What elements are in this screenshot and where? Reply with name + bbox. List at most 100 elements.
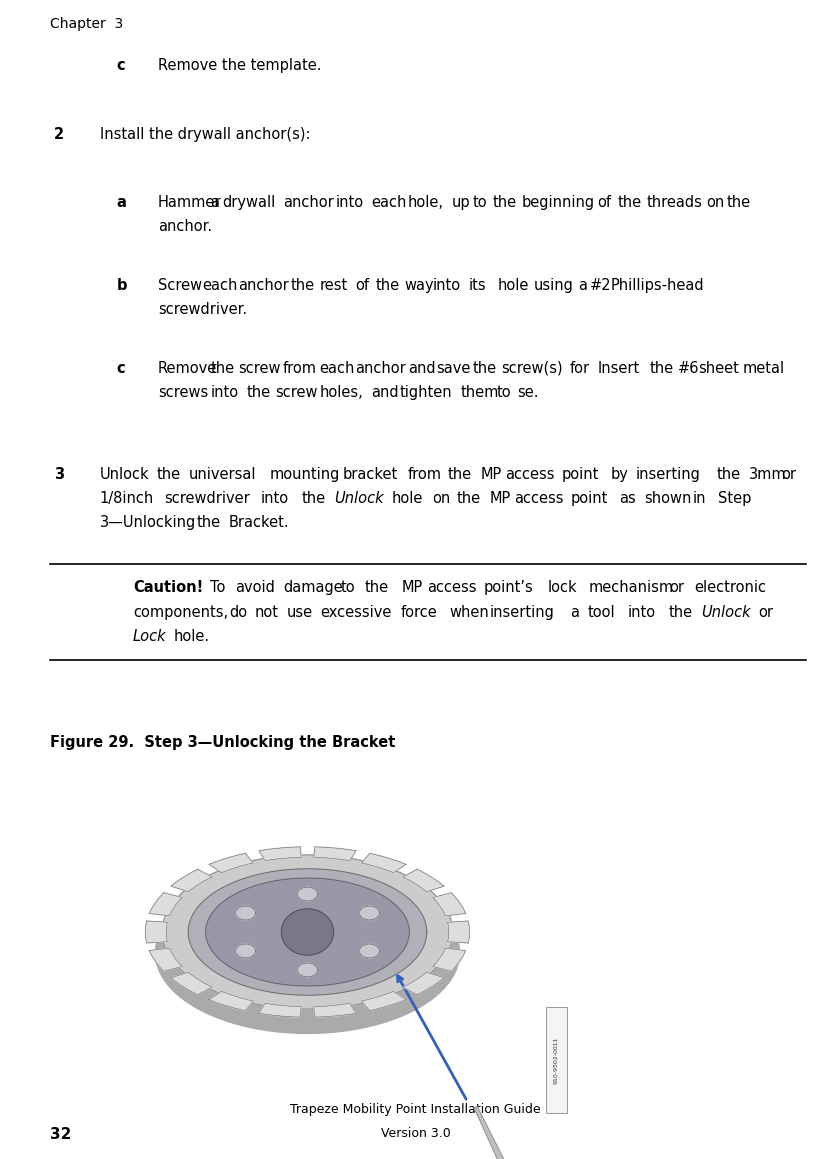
- Text: hole: hole: [497, 278, 529, 292]
- Text: Install the drywall anchor(s):: Install the drywall anchor(s):: [100, 127, 310, 143]
- Text: the: the: [376, 278, 400, 292]
- Text: hole: hole: [391, 490, 423, 505]
- Text: Remove the template.: Remove the template.: [158, 58, 322, 73]
- Polygon shape: [259, 1004, 301, 1018]
- Text: Trapeze Mobility Point Installation Guide: Trapeze Mobility Point Installation Guid…: [290, 1103, 541, 1116]
- Text: threads: threads: [647, 195, 702, 210]
- Polygon shape: [150, 892, 182, 916]
- Text: anchor.: anchor.: [158, 219, 212, 234]
- Text: c: c: [116, 58, 125, 73]
- Text: the: the: [650, 360, 674, 376]
- Text: into: into: [261, 490, 289, 505]
- Text: electronic: electronic: [694, 581, 766, 596]
- Text: a: a: [578, 278, 587, 292]
- Text: point: point: [562, 467, 599, 482]
- Text: anchor: anchor: [238, 278, 289, 292]
- Text: Unlock: Unlock: [335, 490, 384, 505]
- Text: #2: #2: [590, 278, 612, 292]
- Text: excessive: excessive: [320, 605, 391, 620]
- Polygon shape: [361, 853, 406, 873]
- Text: shown: shown: [644, 490, 691, 505]
- Text: the: the: [210, 360, 234, 376]
- Text: universal: universal: [189, 467, 257, 482]
- Text: bracket: bracket: [342, 467, 398, 482]
- Text: anchor: anchor: [283, 195, 334, 210]
- Text: the: the: [493, 195, 517, 210]
- Text: the: the: [716, 467, 740, 482]
- Text: save: save: [436, 360, 470, 376]
- Polygon shape: [360, 943, 380, 957]
- Text: on: on: [706, 195, 725, 210]
- Polygon shape: [297, 963, 317, 977]
- Text: Insert: Insert: [597, 360, 640, 376]
- Text: the: the: [365, 581, 389, 596]
- Text: each: each: [371, 195, 407, 210]
- Polygon shape: [235, 906, 255, 920]
- Text: its: its: [469, 278, 487, 292]
- Text: into: into: [210, 385, 238, 400]
- Text: hole.: hole.: [174, 628, 209, 643]
- Text: hole,: hole,: [408, 195, 444, 210]
- Text: the: the: [473, 360, 497, 376]
- Polygon shape: [448, 921, 470, 943]
- Text: screwdriver.: screwdriver.: [158, 301, 247, 316]
- Polygon shape: [433, 948, 465, 971]
- Text: metal: metal: [743, 360, 785, 376]
- Text: on: on: [432, 490, 450, 505]
- Polygon shape: [150, 948, 182, 971]
- Polygon shape: [209, 991, 253, 1011]
- Text: 3mm: 3mm: [749, 467, 786, 482]
- Polygon shape: [145, 921, 167, 943]
- Text: Step: Step: [718, 490, 751, 505]
- Text: or: or: [758, 605, 773, 620]
- Text: of: of: [356, 278, 370, 292]
- Text: Unlock: Unlock: [100, 467, 150, 482]
- Text: screw: screw: [275, 385, 317, 400]
- Polygon shape: [209, 853, 253, 873]
- Text: the: the: [448, 467, 472, 482]
- Text: a: a: [571, 605, 579, 620]
- Text: when: when: [450, 605, 489, 620]
- Polygon shape: [433, 892, 465, 916]
- Text: beginning: beginning: [521, 195, 594, 210]
- Text: damage: damage: [283, 581, 343, 596]
- Text: anchor: anchor: [356, 360, 406, 376]
- Text: access: access: [505, 467, 555, 482]
- Text: 32: 32: [50, 1127, 71, 1142]
- Text: screws: screws: [158, 385, 208, 400]
- Text: avoid: avoid: [234, 581, 274, 596]
- Text: drywall: drywall: [223, 195, 276, 210]
- Text: the: the: [196, 515, 220, 530]
- Polygon shape: [162, 855, 453, 1009]
- Polygon shape: [155, 873, 460, 1034]
- Text: use: use: [287, 605, 313, 620]
- Text: Bracket.: Bracket.: [229, 515, 290, 530]
- Text: into: into: [628, 605, 656, 620]
- Text: screwdriver: screwdriver: [165, 490, 250, 505]
- Polygon shape: [360, 906, 380, 920]
- Polygon shape: [314, 847, 356, 861]
- Polygon shape: [171, 972, 212, 994]
- Text: b: b: [116, 278, 127, 292]
- Text: access: access: [514, 490, 563, 505]
- Text: each: each: [202, 278, 238, 292]
- Text: the: the: [156, 467, 180, 482]
- Polygon shape: [475, 1106, 612, 1159]
- Polygon shape: [314, 1004, 356, 1018]
- Text: 1/8inch: 1/8inch: [100, 490, 154, 505]
- Text: components,: components,: [133, 605, 228, 620]
- Polygon shape: [206, 879, 409, 986]
- Text: access: access: [427, 581, 476, 596]
- Text: tool: tool: [588, 605, 615, 620]
- Text: mechanism: mechanism: [589, 581, 674, 596]
- Text: force: force: [401, 605, 437, 620]
- Text: up: up: [452, 195, 471, 210]
- Text: not: not: [254, 605, 278, 620]
- Polygon shape: [171, 869, 212, 891]
- Polygon shape: [403, 869, 444, 891]
- Text: using: using: [534, 278, 573, 292]
- Text: to: to: [340, 581, 355, 596]
- Text: Hammer: Hammer: [158, 195, 221, 210]
- Text: screw: screw: [238, 360, 281, 376]
- Text: the: the: [618, 195, 642, 210]
